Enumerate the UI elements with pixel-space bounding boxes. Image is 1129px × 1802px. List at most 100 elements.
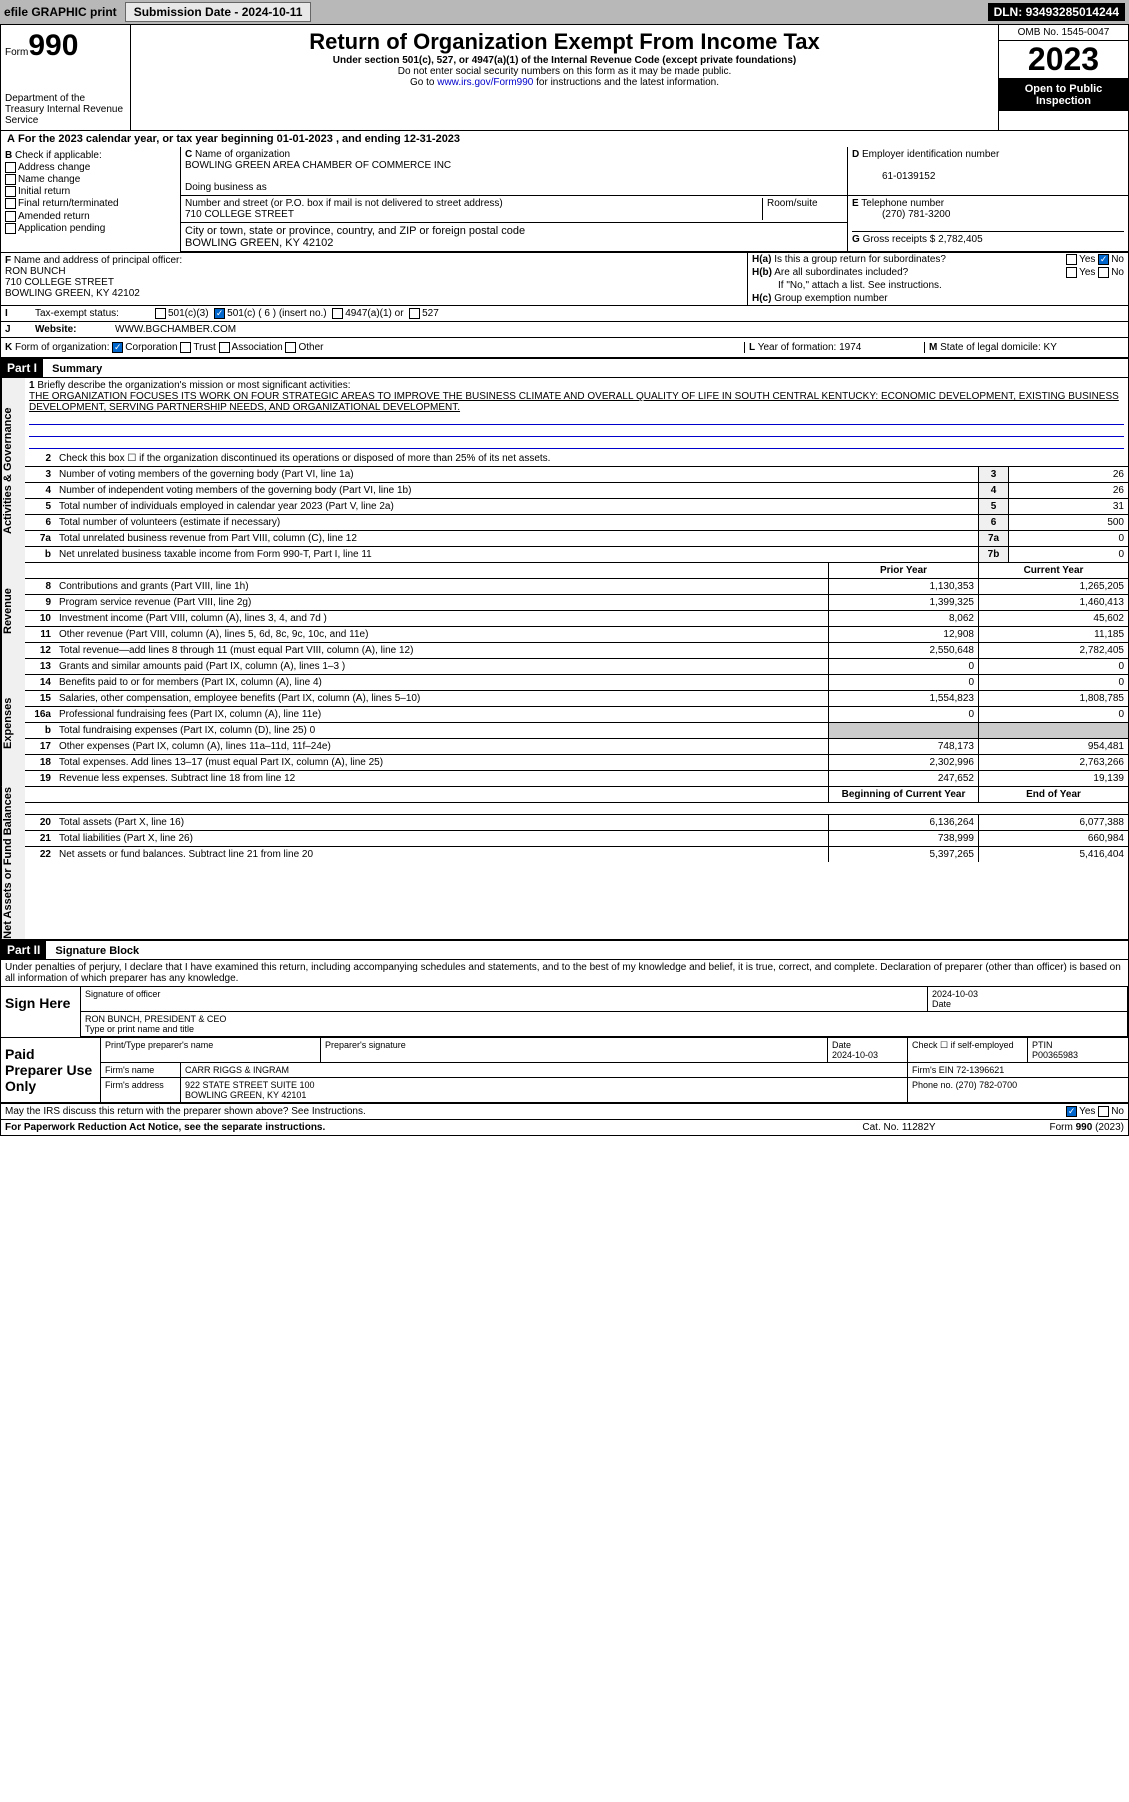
street-cell: Number and street (or P.O. box if mail i… bbox=[185, 198, 763, 220]
begin-end-header: Beginning of Current YearEnd of Year bbox=[25, 787, 1128, 803]
line-7b: bNet unrelated business taxable income f… bbox=[25, 547, 1128, 563]
trust-checkbox[interactable] bbox=[180, 342, 191, 353]
net-assets-section: Net Assets or Fund Balances Beginning of… bbox=[1, 787, 1128, 941]
address-change-checkbox[interactable] bbox=[5, 162, 16, 173]
submission-date-btn[interactable]: Submission Date - 2024-10-11 bbox=[125, 2, 312, 22]
527-checkbox[interactable] bbox=[409, 308, 420, 319]
subtitle-1: Under section 501(c), 527, or 4947(a)(1)… bbox=[135, 55, 994, 66]
line-22: 22Net assets or fund balances. Subtract … bbox=[25, 847, 1128, 862]
section-cd: C Name of organization BOWLING GREEN ARE… bbox=[181, 147, 1128, 252]
header-right: OMB No. 1545-0047 2023 Open to Public In… bbox=[998, 25, 1128, 130]
part1-header: Part I Summary bbox=[1, 359, 1128, 378]
name-change-checkbox[interactable] bbox=[5, 174, 16, 185]
other-checkbox[interactable] bbox=[285, 342, 296, 353]
form-title: Return of Organization Exempt From Incom… bbox=[135, 29, 994, 55]
line-7a: 7aTotal unrelated business revenue from … bbox=[25, 531, 1128, 547]
inspection-label: Open to Public Inspection bbox=[999, 79, 1128, 111]
top-bar: efile GRAPHIC print Submission Date - 20… bbox=[0, 0, 1129, 24]
line-21: 21Total liabilities (Part X, line 26)738… bbox=[25, 831, 1128, 847]
line-12: 12Total revenue—add lines 8 through 11 (… bbox=[25, 643, 1128, 659]
line-18: 18Total expenses. Add lines 13–17 (must … bbox=[25, 755, 1128, 771]
application-pending-checkbox[interactable] bbox=[5, 223, 16, 234]
room-cell: Room/suite bbox=[763, 198, 843, 220]
line-2: 2Check this box ☐ if the organization di… bbox=[25, 451, 1128, 467]
part2-header: Part II Signature Block bbox=[1, 941, 1128, 960]
prior-current-header: Prior YearCurrent Year bbox=[25, 563, 1128, 579]
line-3: 3Number of voting members of the governi… bbox=[25, 467, 1128, 483]
hb-no-checkbox[interactable] bbox=[1098, 267, 1109, 278]
org-name: BOWLING GREEN AREA CHAMBER OF COMMERCE I… bbox=[185, 160, 451, 171]
h-group: H(a) Is this a group return for subordin… bbox=[748, 253, 1128, 305]
mission-block: 1 Briefly describe the organization's mi… bbox=[25, 378, 1128, 451]
paid-preparer: Paid Preparer Use Only Print/Type prepar… bbox=[1, 1038, 1128, 1104]
efile-label: efile GRAPHIC print bbox=[4, 5, 117, 19]
line-8: 8Contributions and grants (Part VIII, li… bbox=[25, 579, 1128, 595]
website-row: J Website: WWW.BGCHAMBER.COM bbox=[1, 322, 1128, 338]
phone-receipts: E Telephone number (270) 781-3200 G Gros… bbox=[848, 196, 1128, 251]
line-16a: 16aProfessional fundraising fees (Part I… bbox=[25, 707, 1128, 723]
ein-cell: D Employer identification number 61-0139… bbox=[848, 147, 1128, 195]
line-19: 19Revenue less expenses. Subtract line 1… bbox=[25, 771, 1128, 787]
501c-checkbox[interactable] bbox=[214, 308, 225, 319]
section-b: B Check if applicable: Address change Na… bbox=[1, 147, 181, 252]
header-left: Form990 Department of the Treasury Inter… bbox=[1, 25, 131, 130]
line-4: 4Number of independent voting members of… bbox=[25, 483, 1128, 499]
corp-checkbox[interactable] bbox=[112, 342, 123, 353]
sign-here: Sign Here Signature of officer2024-10-03… bbox=[1, 987, 1128, 1038]
net-assets-tab: Net Assets or Fund Balances bbox=[1, 787, 25, 939]
4947-checkbox[interactable] bbox=[332, 308, 343, 319]
omb-number: OMB No. 1545-0047 bbox=[999, 25, 1128, 41]
expenses-section: Expenses 13Grants and similar amounts pa… bbox=[1, 659, 1128, 787]
line-16b: bTotal fundraising expenses (Part IX, co… bbox=[25, 723, 1128, 739]
line-20: 20Total assets (Part X, line 16)6,136,26… bbox=[25, 815, 1128, 831]
line-10: 10Investment income (Part VIII, column (… bbox=[25, 611, 1128, 627]
form-number: 990 bbox=[28, 29, 78, 62]
line-6: 6Total number of volunteers (estimate if… bbox=[25, 515, 1128, 531]
line-11: 11Other revenue (Part VIII, column (A), … bbox=[25, 627, 1128, 643]
irs-link[interactable]: www.irs.gov/Form990 bbox=[437, 77, 533, 88]
discuss-row: May the IRS discuss this return with the… bbox=[1, 1104, 1128, 1120]
final-return-checkbox[interactable] bbox=[5, 198, 16, 209]
amended-checkbox[interactable] bbox=[5, 211, 16, 222]
dept-label: Department of the Treasury Internal Reve… bbox=[5, 93, 126, 126]
form-header: Form990 Department of the Treasury Inter… bbox=[1, 25, 1128, 131]
page-footer: For Paperwork Reduction Act Notice, see … bbox=[1, 1120, 1128, 1135]
form-of-org-row: K Form of organization: Corporation Trus… bbox=[1, 338, 1128, 359]
expenses-tab: Expenses bbox=[1, 659, 25, 787]
subtitle-3: Go to www.irs.gov/Form990 for instructio… bbox=[135, 77, 994, 88]
discuss-no-checkbox[interactable] bbox=[1098, 1106, 1109, 1117]
ha-yes-checkbox[interactable] bbox=[1066, 254, 1077, 265]
city-cell: City or town, state or province, country… bbox=[181, 223, 847, 251]
governance-section: Activities & Governance 1 Briefly descri… bbox=[1, 378, 1128, 563]
section-bcd: B Check if applicable: Address change Na… bbox=[1, 147, 1128, 253]
revenue-tab: Revenue bbox=[1, 563, 25, 659]
form-990: Form990 Department of the Treasury Inter… bbox=[0, 24, 1129, 1136]
mission-text: THE ORGANIZATION FOCUSES ITS WORK ON FOU… bbox=[29, 391, 1119, 413]
address-block: Number and street (or P.O. box if mail i… bbox=[181, 196, 848, 251]
line-17: 17Other expenses (Part IX, column (A), l… bbox=[25, 739, 1128, 755]
501c3-checkbox[interactable] bbox=[155, 308, 166, 319]
ha-no-checkbox[interactable] bbox=[1098, 254, 1109, 265]
website-value: WWW.BGCHAMBER.COM bbox=[115, 324, 236, 335]
dln-label: DLN: 93493285014244 bbox=[988, 3, 1125, 21]
perjury-statement: Under penalties of perjury, I declare th… bbox=[1, 960, 1128, 987]
revenue-section: Revenue Prior YearCurrent Year 8Contribu… bbox=[1, 563, 1128, 659]
ein-value: 61-0139152 bbox=[852, 171, 935, 182]
initial-return-checkbox[interactable] bbox=[5, 186, 16, 197]
line-14: 14Benefits paid to or for members (Part … bbox=[25, 675, 1128, 691]
org-name-cell: C Name of organization BOWLING GREEN ARE… bbox=[181, 147, 848, 195]
tax-year-line: A For the 2023 calendar year, or tax yea… bbox=[1, 131, 1128, 147]
hb-yes-checkbox[interactable] bbox=[1066, 267, 1077, 278]
line-9: 9Program service revenue (Part VIII, lin… bbox=[25, 595, 1128, 611]
tax-exempt-status: I Tax-exempt status: 501(c)(3) 501(c) ( … bbox=[1, 305, 1128, 322]
subtitle-2: Do not enter social security numbers on … bbox=[135, 66, 994, 77]
gross-receipts: 2,782,405 bbox=[938, 234, 983, 245]
discuss-yes-checkbox[interactable] bbox=[1066, 1106, 1077, 1117]
tax-year: 2023 bbox=[999, 41, 1128, 79]
officer-cell: F Name and address of principal officer:… bbox=[1, 253, 748, 305]
header-mid: Return of Organization Exempt From Incom… bbox=[131, 25, 998, 130]
line-5: 5Total number of individuals employed in… bbox=[25, 499, 1128, 515]
line-15: 15Salaries, other compensation, employee… bbox=[25, 691, 1128, 707]
assoc-checkbox[interactable] bbox=[219, 342, 230, 353]
governance-tab: Activities & Governance bbox=[1, 378, 25, 563]
